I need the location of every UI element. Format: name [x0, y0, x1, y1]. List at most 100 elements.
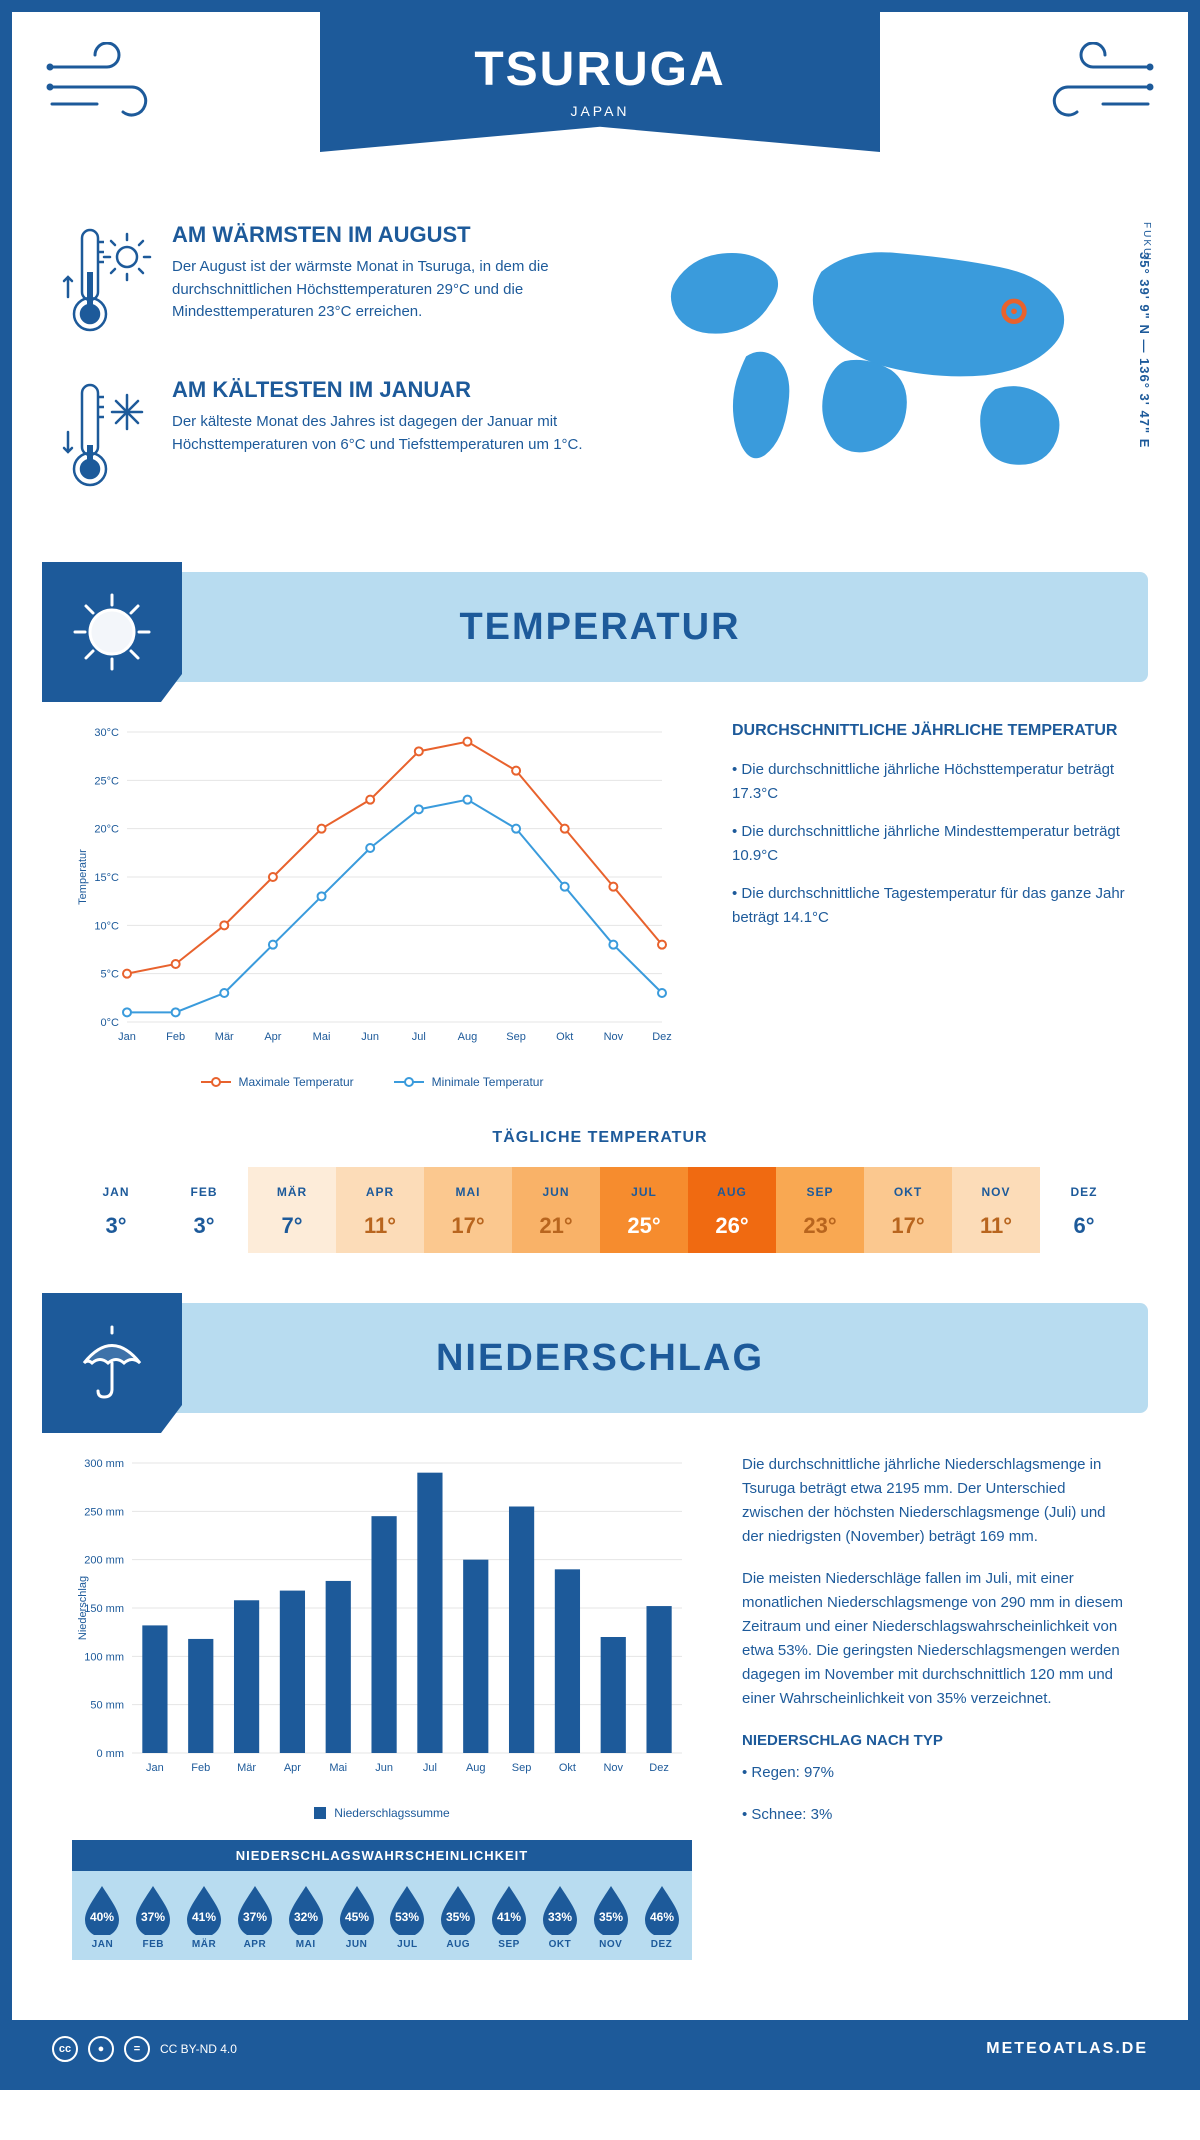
- svg-text:40%: 40%: [90, 1910, 114, 1924]
- info-paragraph: Die durchschnittliche jährliche Niedersc…: [742, 1453, 1128, 1549]
- license-text: CC BY-ND 4.0: [160, 2042, 237, 2056]
- svg-text:Nov: Nov: [604, 1031, 624, 1043]
- svg-text:Jun: Jun: [375, 1762, 393, 1774]
- heat-cell: NOV11°: [952, 1167, 1040, 1253]
- precipitation-bar-chart: 0 mm50 mm100 mm150 mm200 mm250 mm300 mmN…: [72, 1453, 692, 1960]
- title-ribbon: TSURUGA JAPAN: [320, 12, 880, 152]
- svg-text:33%: 33%: [548, 1910, 572, 1924]
- umbrella-icon: [42, 1293, 182, 1433]
- precip-probability-box: NIEDERSCHLAGSWAHRSCHEINLICHKEIT 40% JAN …: [72, 1840, 692, 1960]
- heat-cell: JUL25°: [600, 1167, 688, 1253]
- svg-text:0°C: 0°C: [101, 1017, 120, 1029]
- svg-text:Aug: Aug: [466, 1762, 486, 1774]
- fact-title: AM KÄLTESTEN IM JANUAR: [172, 377, 598, 403]
- precip-type-bullet: • Regen: 97%: [742, 1761, 1128, 1785]
- svg-text:Jan: Jan: [118, 1031, 136, 1043]
- precipitation-header: NIEDERSCHLAG: [52, 1303, 1148, 1413]
- probability-drop: 40% JAN: [78, 1883, 127, 1950]
- svg-text:Aug: Aug: [458, 1031, 478, 1043]
- info-bullet: • Die durchschnittliche Tagestemperatur …: [732, 882, 1128, 930]
- svg-text:0 mm: 0 mm: [97, 1748, 125, 1760]
- nd-icon: =: [124, 2036, 150, 2062]
- svg-text:5°C: 5°C: [101, 969, 120, 981]
- hero: TSURUGA JAPAN: [12, 12, 1188, 202]
- svg-text:Okt: Okt: [556, 1031, 573, 1043]
- infographic-page: TSURUGA JAPAN: [0, 0, 1200, 2090]
- heat-cell: JUN21°: [512, 1167, 600, 1253]
- thermometer-sun-icon: [62, 222, 152, 347]
- svg-text:Feb: Feb: [191, 1762, 210, 1774]
- svg-text:37%: 37%: [243, 1910, 267, 1924]
- section-title: NIEDERSCHLAG: [52, 1337, 1148, 1380]
- svg-text:150 mm: 150 mm: [84, 1603, 124, 1615]
- svg-text:Mai: Mai: [313, 1031, 331, 1043]
- heat-cell: SEP23°: [776, 1167, 864, 1253]
- svg-text:Dez: Dez: [652, 1031, 672, 1043]
- prob-row: 40% JAN 37% FEB 41% MÄR 37% APR 32% MAI …: [72, 1871, 692, 1960]
- heat-cell: JAN3°: [72, 1167, 160, 1253]
- probability-drop: 33% OKT: [535, 1883, 584, 1950]
- svg-text:41%: 41%: [192, 1910, 216, 1924]
- precipitation-body: 0 mm50 mm100 mm150 mm200 mm250 mm300 mmN…: [12, 1413, 1188, 1990]
- svg-text:30°C: 30°C: [94, 727, 119, 739]
- svg-text:35%: 35%: [446, 1910, 470, 1924]
- probability-drop: 41% SEP: [485, 1883, 534, 1950]
- svg-text:Jul: Jul: [412, 1031, 426, 1043]
- svg-text:Jul: Jul: [423, 1762, 437, 1774]
- daily-temp-title: TÄGLICHE TEMPERATUR: [12, 1129, 1188, 1147]
- svg-text:Niederschlag: Niederschlag: [77, 1576, 89, 1640]
- svg-text:53%: 53%: [395, 1910, 419, 1924]
- country-name: JAPAN: [320, 103, 880, 119]
- svg-text:Temperatur: Temperatur: [77, 849, 89, 905]
- svg-text:35%: 35%: [599, 1910, 623, 1924]
- precip-type-title: NIEDERSCHLAG NACH TYP: [742, 1729, 1128, 1753]
- temperature-info: DURCHSCHNITTLICHE JÄHRLICHE TEMPERATUR •…: [732, 722, 1128, 1089]
- svg-text:Dez: Dez: [649, 1762, 669, 1774]
- footer: cc ● = CC BY-ND 4.0 METEOATLAS.DE: [12, 2020, 1188, 2078]
- heat-cell: MÄR7°: [248, 1167, 336, 1253]
- svg-text:Apr: Apr: [264, 1031, 281, 1043]
- cc-icon: cc: [52, 2036, 78, 2062]
- heat-cell: DEZ6°: [1040, 1167, 1128, 1253]
- fact-text: Der kälteste Monat des Jahres ist dagege…: [172, 411, 598, 456]
- coordinates: 35° 39' 9" N — 136° 3' 47" E: [1137, 252, 1152, 448]
- svg-text:Apr: Apr: [284, 1762, 301, 1774]
- precipitation-info: Die durchschnittliche jährliche Niedersc…: [742, 1453, 1128, 1960]
- intro-row: AM WÄRMSTEN IM AUGUST Der August ist der…: [12, 202, 1188, 572]
- probability-drop: 35% NOV: [586, 1883, 635, 1950]
- heat-cell: FEB3°: [160, 1167, 248, 1253]
- info-bullet: • Die durchschnittliche jährliche Mindes…: [732, 820, 1128, 868]
- probability-drop: 41% MÄR: [180, 1883, 229, 1950]
- heat-cell: OKT17°: [864, 1167, 952, 1253]
- svg-text:100 mm: 100 mm: [84, 1651, 124, 1663]
- svg-text:41%: 41%: [497, 1910, 521, 1924]
- svg-text:Nov: Nov: [603, 1762, 623, 1774]
- legend-low: Minimale Temperatur: [432, 1075, 544, 1089]
- legend-high: Maximale Temperatur: [239, 1075, 354, 1089]
- svg-text:Feb: Feb: [166, 1031, 185, 1043]
- info-bullet: • Die durchschnittliche jährliche Höchst…: [732, 758, 1128, 806]
- by-icon: ●: [88, 2036, 114, 2062]
- svg-text:20°C: 20°C: [94, 824, 119, 836]
- probability-drop: 32% MAI: [281, 1883, 330, 1950]
- wind-icon: [42, 42, 182, 132]
- svg-text:37%: 37%: [141, 1910, 165, 1924]
- prob-title: NIEDERSCHLAGSWAHRSCHEINLICHKEIT: [72, 1840, 692, 1871]
- temperature-header: TEMPERATUR: [52, 572, 1148, 682]
- svg-text:25°C: 25°C: [94, 775, 119, 787]
- section-title: TEMPERATUR: [52, 606, 1148, 649]
- probability-drop: 37% APR: [230, 1883, 279, 1950]
- fact-title: AM WÄRMSTEN IM AUGUST: [172, 222, 598, 248]
- info-title: DURCHSCHNITTLICHE JÄHRLICHE TEMPERATUR: [732, 722, 1128, 740]
- thermometer-snow-icon: [62, 377, 152, 502]
- svg-text:Jan: Jan: [146, 1762, 164, 1774]
- heat-cell: MAI17°: [424, 1167, 512, 1253]
- daily-temp-heatmap: JAN3°FEB3°MÄR7°APR11°MAI17°JUN21°JUL25°A…: [72, 1167, 1128, 1253]
- svg-text:46%: 46%: [650, 1910, 674, 1924]
- warmest-fact: AM WÄRMSTEN IM AUGUST Der August ist der…: [62, 222, 598, 347]
- svg-text:Sep: Sep: [506, 1031, 526, 1043]
- heat-cell: AUG26°: [688, 1167, 776, 1253]
- site-name: METEOATLAS.DE: [986, 2040, 1148, 2058]
- temperature-body: 0°C5°C10°C15°C20°C25°C30°CTemperaturJanF…: [12, 682, 1188, 1119]
- temperature-line-chart: 0°C5°C10°C15°C20°C25°C30°CTemperaturJanF…: [72, 722, 672, 1089]
